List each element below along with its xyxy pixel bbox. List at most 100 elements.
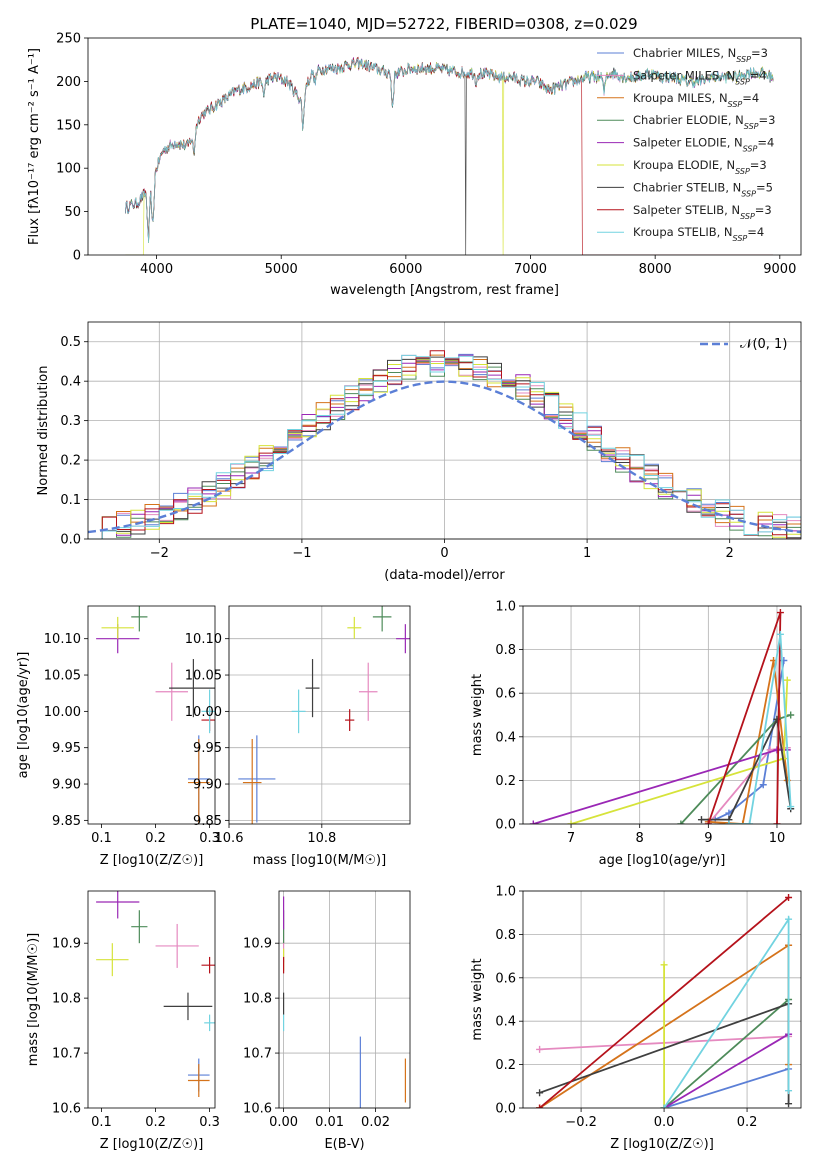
age_weight-series-8 <box>728 634 792 824</box>
age_weight-marker-8 <box>746 820 754 824</box>
z_age-ytick-label: 10.00 <box>44 705 81 720</box>
z_mass-ytick-label: 10.6 <box>52 1102 81 1117</box>
z_age-axes-frame <box>87 605 216 825</box>
z_age-ylabel: age [log10(age/yr)] <box>16 652 31 779</box>
z_weight-xlabel: Z [log10(Z/Z☉)] <box>610 1137 714 1152</box>
spectrum-ylabel: Flux [fλ10⁻¹⁷ erg cm⁻² s⁻¹ A⁻¹] <box>27 48 42 245</box>
z_weight-marker-8 <box>785 915 793 923</box>
spectrum-xtick-label: 6000 <box>389 262 422 277</box>
legend-label-1: Salpeter MILES, NSSP=4 <box>633 68 767 86</box>
age_weight-ytick-label: 0.0 <box>495 818 516 833</box>
age_weight-xtick-label: 8 <box>636 831 644 846</box>
ebv_mass-ytick-label: 10.7 <box>243 1047 272 1062</box>
spectrum-ytick-label: 100 <box>56 162 81 177</box>
residuals-axes-frame <box>87 321 802 540</box>
z_mass-xtick-label: 0.3 <box>199 1115 220 1130</box>
z_weight-ytick-label: 0.6 <box>495 971 516 986</box>
normal-curve <box>88 380 801 534</box>
age_weight-series-2 <box>708 660 789 824</box>
mass_age-ytick-label: 10.10 <box>185 632 222 647</box>
age_weight-xtick-label: 9 <box>704 831 712 846</box>
residuals-xlabel: (data-model)/error <box>384 568 505 583</box>
legend-label-3: Chabrier ELODIE, NSSP=3 <box>633 113 775 131</box>
z_weight-xtick-label: −0.2 <box>565 1115 597 1130</box>
z_mass-xtick-label: 0.2 <box>145 1115 166 1130</box>
z_weight-ytick-label: 0.4 <box>495 1015 516 1030</box>
age_weight-ytick-label: 0.2 <box>495 774 516 789</box>
mass_age-ytick-label: 9.95 <box>193 741 222 756</box>
residuals-ytick-label: 0.4 <box>60 375 81 390</box>
ebv_mass-xtick-label: 0.02 <box>361 1115 390 1130</box>
age_weight-marker-0 <box>759 781 767 789</box>
z_age-ytick-label: 9.85 <box>52 814 81 829</box>
mass_age-ytick-label: 10.00 <box>185 705 222 720</box>
age_weight-xtick-label: 7 <box>567 831 575 846</box>
z_age-plot-area <box>96 606 215 824</box>
age_weight-plot-area <box>529 609 795 824</box>
z_weight-ytick-label: 1.0 <box>495 885 516 900</box>
age_weight-marker-6 <box>697 816 705 824</box>
age_weight-marker-4 <box>773 746 781 754</box>
age_weight-marker-3 <box>677 820 685 824</box>
age_weight-marker-5 <box>783 676 791 684</box>
mass_age-axes-frame <box>228 605 411 825</box>
age_weight-ytick-label: 0.8 <box>495 643 516 658</box>
z_weight-marker-7 <box>785 894 793 902</box>
spectrum-ytick-label: 150 <box>56 118 81 133</box>
legend-label-0: Chabrier MILES, NSSP=3 <box>633 46 768 64</box>
mass_age-xtick-label: 10.6 <box>215 831 244 846</box>
residuals-xtick-label: −2 <box>150 546 169 561</box>
age_weight-ylabel: mass weight <box>470 674 485 756</box>
age_weight-ytick-label: 1.0 <box>495 600 516 615</box>
residual-hist-8 <box>88 354 801 539</box>
spectrum-ytick-label: 50 <box>64 205 81 220</box>
z_age-ytick-label: 9.95 <box>52 741 81 756</box>
z_age-ytick-label: 10.10 <box>44 632 81 647</box>
residuals-plot-area <box>88 350 801 539</box>
z_mass-ytick-label: 10.8 <box>52 992 81 1007</box>
legend-label-8: Kroupa STELIB, NSSP=4 <box>633 225 764 243</box>
age_weight-marker-8 <box>725 820 733 824</box>
z_weight-marker-6 <box>785 1100 793 1108</box>
z_mass-axes-frame <box>87 890 216 1109</box>
z_age-xlabel: Z [log10(Z/Z☉)] <box>100 853 204 868</box>
residuals-ytick-label: 0.3 <box>60 414 81 429</box>
age_weight-marker-7 <box>773 820 781 824</box>
mass_age-ytick-label: 9.90 <box>193 778 222 793</box>
spectrum-plot-area <box>125 56 774 255</box>
spectrum-xtick-label: 9000 <box>763 262 796 277</box>
z_mass-ylabel: mass [log10(M/M☉)] <box>26 933 41 1066</box>
residuals-ylabel: Normed distribution <box>36 366 51 496</box>
legend-label-4: Salpeter ELODIE, NSSP=4 <box>633 136 774 154</box>
residuals-xtick-label: 1 <box>583 546 591 561</box>
residuals-ytick-label: 0.2 <box>60 454 81 469</box>
age_weight-marker-4 <box>529 820 537 824</box>
spectrum-xlabel: wavelength [Angstrom, rest frame] <box>330 283 559 298</box>
ebv_mass-ytick-label: 10.8 <box>243 992 272 1007</box>
z_age-ytick-label: 9.90 <box>52 778 81 793</box>
z_weight-marker-8 <box>660 1104 668 1108</box>
age_weight-xtick-label: 10 <box>769 831 786 846</box>
z_weight-marker-8 <box>785 1087 793 1095</box>
z_weight-xtick-label: 0.0 <box>654 1115 675 1130</box>
z_weight-ytick-label: 0.0 <box>495 1102 516 1117</box>
spectrum-ytick-label: 0 <box>73 249 81 264</box>
ebv_mass-xtick-label: 0.00 <box>269 1115 298 1130</box>
age_weight-ytick-label: 0.4 <box>495 730 516 745</box>
age_weight-xlabel: age [log10(age/yr)] <box>599 853 726 868</box>
age_weight-ytick-label: 0.6 <box>495 687 516 702</box>
z_weight-series-4 <box>663 1033 790 1108</box>
z_mass-xtick-label: 0.1 <box>91 1115 112 1130</box>
age_weight-marker-5 <box>567 820 575 824</box>
z_age-ytick-label: 10.05 <box>44 669 81 684</box>
age_weight-marker-8 <box>787 803 795 811</box>
residuals-xtick-label: 0 <box>440 546 448 561</box>
residuals-xtick-label: −1 <box>292 546 311 561</box>
residuals-ytick-label: 0.1 <box>60 493 81 508</box>
mass_age-xlabel: mass [log10(M/M☉)] <box>253 853 386 868</box>
z_age-xtick-label: 0.1 <box>91 831 112 846</box>
mass_age-ytick-label: 9.85 <box>193 814 222 829</box>
z_weight-ylabel: mass weight <box>470 958 485 1040</box>
age_weight-marker-8 <box>776 630 784 638</box>
